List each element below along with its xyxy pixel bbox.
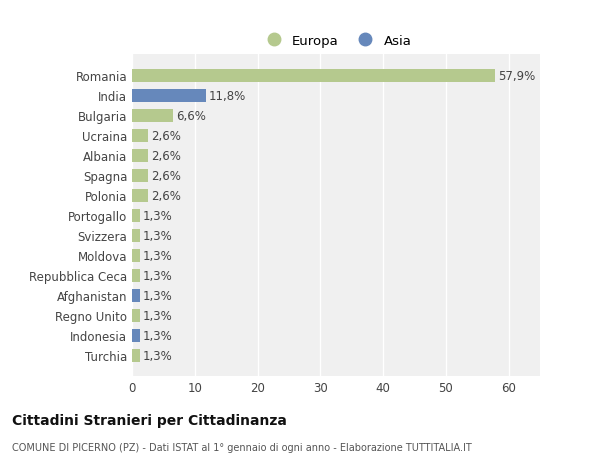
Bar: [132, 289, 140, 302]
Bar: [132, 229, 140, 242]
Text: 2,6%: 2,6%: [151, 169, 181, 182]
Text: 6,6%: 6,6%: [176, 110, 206, 123]
Text: 1,3%: 1,3%: [143, 329, 172, 342]
Text: 1,3%: 1,3%: [143, 229, 172, 242]
Text: 2,6%: 2,6%: [151, 189, 181, 202]
Bar: [132, 70, 496, 83]
Text: 57,9%: 57,9%: [498, 70, 535, 83]
Text: 2,6%: 2,6%: [151, 150, 181, 162]
Text: 1,3%: 1,3%: [143, 289, 172, 302]
Bar: [132, 110, 173, 123]
Text: 11,8%: 11,8%: [209, 90, 246, 103]
Bar: [132, 169, 148, 182]
Bar: [132, 329, 140, 342]
Text: 1,3%: 1,3%: [143, 349, 172, 362]
Text: 1,3%: 1,3%: [143, 269, 172, 282]
Bar: [132, 349, 140, 362]
Bar: [132, 150, 148, 162]
Text: 1,3%: 1,3%: [143, 249, 172, 262]
Bar: [132, 249, 140, 262]
Bar: [132, 209, 140, 222]
Bar: [132, 309, 140, 322]
Bar: [132, 269, 140, 282]
Bar: [132, 90, 206, 102]
Legend: Europa, Asia: Europa, Asia: [255, 29, 417, 53]
Text: 1,3%: 1,3%: [143, 209, 172, 222]
Text: Cittadini Stranieri per Cittadinanza: Cittadini Stranieri per Cittadinanza: [12, 414, 287, 428]
Text: 2,6%: 2,6%: [151, 129, 181, 142]
Text: COMUNE DI PICERNO (PZ) - Dati ISTAT al 1° gennaio di ogni anno - Elaborazione TU: COMUNE DI PICERNO (PZ) - Dati ISTAT al 1…: [12, 442, 472, 452]
Bar: [132, 189, 148, 202]
Bar: [132, 129, 148, 142]
Text: 1,3%: 1,3%: [143, 309, 172, 322]
